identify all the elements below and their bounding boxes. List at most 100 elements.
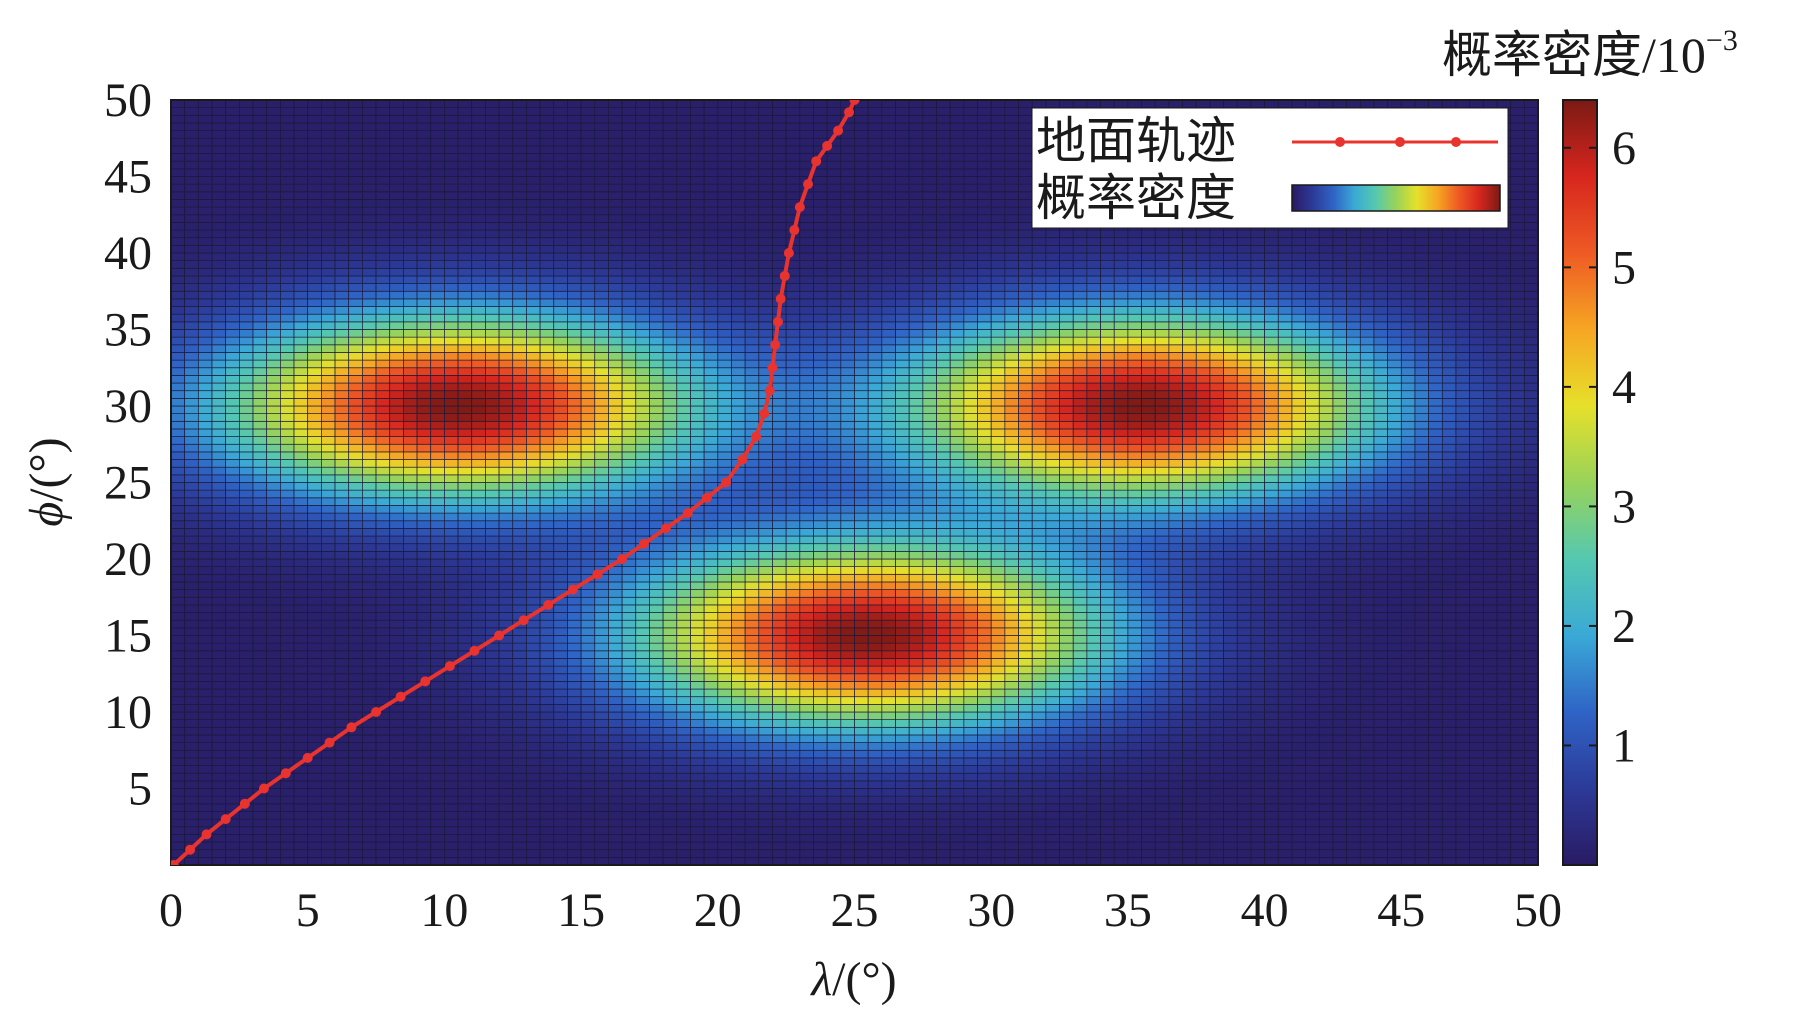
heatmap-cell (430, 688, 445, 698)
heatmap-cell (430, 313, 445, 323)
heatmap-cell (676, 229, 691, 239)
heatmap-cell (211, 329, 227, 338)
heatmap-cell (799, 505, 814, 514)
heatmap-cell (485, 306, 500, 315)
heatmap-cell (567, 742, 582, 751)
heatmap-cell (293, 505, 309, 514)
heatmap-cell (594, 528, 609, 537)
heatmap-cell (539, 734, 555, 743)
heatmap-cell (348, 757, 363, 766)
heatmap-cell (321, 650, 336, 659)
heatmap-cell (211, 596, 227, 606)
heatmap-cell (416, 367, 432, 376)
heatmap-cell (676, 359, 691, 369)
heatmap-cell (813, 619, 828, 629)
heatmap-cell (553, 398, 568, 407)
heatmap-cell (539, 321, 555, 330)
heatmap-cell (211, 153, 227, 162)
heatmap-cell (662, 176, 678, 185)
heatmap-cell (744, 719, 760, 728)
heatmap-cell (171, 520, 186, 529)
heatmap-cell (799, 642, 814, 652)
heatmap-cell (621, 811, 637, 820)
heatmap-cell (389, 367, 404, 376)
heatmap-cell (375, 543, 391, 552)
heatmap-cell (553, 788, 568, 797)
heatmap-cell (649, 382, 664, 392)
heatmap-cell (608, 153, 623, 162)
heatmap-cell (485, 420, 500, 430)
heatmap-cell (813, 528, 828, 537)
heatmap-cell (621, 711, 637, 721)
heatmap-cell (758, 306, 773, 315)
heatmap-cell (430, 122, 445, 131)
heatmap-cell (293, 550, 309, 560)
heatmap-cell (717, 367, 732, 376)
heatmap-cell (403, 489, 418, 499)
heatmap-cell (785, 658, 801, 667)
heatmap-cell (416, 252, 432, 262)
heatmap-cell (799, 826, 814, 835)
heatmap-cell (444, 497, 459, 506)
heatmap-cell (676, 130, 691, 139)
heatmap-cell (239, 703, 254, 713)
heatmap-cell (676, 306, 691, 315)
heatmap-cell (758, 160, 773, 170)
heatmap-cell (416, 482, 432, 491)
heatmap-cell (526, 788, 541, 797)
heatmap-cell (444, 826, 459, 835)
heatmap-cell (744, 604, 760, 613)
heatmap-cell (676, 252, 691, 262)
heatmap-cell (211, 635, 227, 644)
heatmap-cell (389, 275, 404, 284)
heatmap-cell (717, 795, 732, 805)
heatmap-cell (457, 107, 473, 116)
heatmap-cell (197, 160, 213, 170)
heatmap-cell (717, 489, 732, 499)
heatmap-cell (321, 834, 336, 843)
heatmap-cell (758, 573, 773, 583)
heatmap-cell (375, 100, 391, 109)
heatmap-cell (457, 459, 473, 468)
heatmap-cell (184, 573, 199, 583)
heatmap-cell (662, 505, 678, 514)
heatmap-cell (512, 290, 527, 300)
heatmap-cell (772, 604, 787, 613)
heatmap-cell (266, 497, 281, 506)
heatmap-cell (772, 176, 787, 185)
heatmap-cell (266, 573, 281, 583)
heatmap-cell (430, 834, 445, 843)
heatmap-cell (731, 436, 746, 445)
heatmap-cell (307, 130, 322, 139)
heatmap-cell (403, 382, 418, 392)
heatmap-cell (580, 826, 596, 835)
heatmap-cell (348, 222, 363, 231)
heatmap-cell (239, 818, 254, 828)
heatmap-cell (608, 245, 623, 254)
heatmap-cell (731, 283, 746, 292)
heatmap-cell (457, 780, 473, 789)
heatmap-cell (321, 206, 336, 216)
heatmap-cell (567, 550, 582, 560)
heatmap-cell (512, 145, 527, 154)
heatmap-cell (799, 145, 814, 154)
heatmap-cell (772, 443, 787, 453)
heatmap-cell (731, 229, 746, 239)
heatmap-cell (649, 122, 664, 131)
heatmap-cell (772, 183, 787, 193)
heatmap-cell (321, 100, 336, 109)
heatmap-cell (321, 818, 336, 828)
heatmap-cell (717, 428, 732, 437)
heatmap-cell (225, 528, 240, 537)
heatmap-cell (348, 267, 363, 277)
heatmap-cell (471, 520, 486, 529)
heatmap-cell (171, 122, 186, 131)
heatmap-cell (225, 841, 240, 851)
heatmap-cell (662, 841, 678, 851)
heatmap-cell (389, 375, 404, 384)
heatmap-cell (813, 459, 828, 468)
heatmap-cell (211, 398, 227, 407)
heatmap-cell (171, 329, 186, 338)
heatmap-cell (649, 726, 664, 736)
heatmap-cell (826, 818, 842, 828)
